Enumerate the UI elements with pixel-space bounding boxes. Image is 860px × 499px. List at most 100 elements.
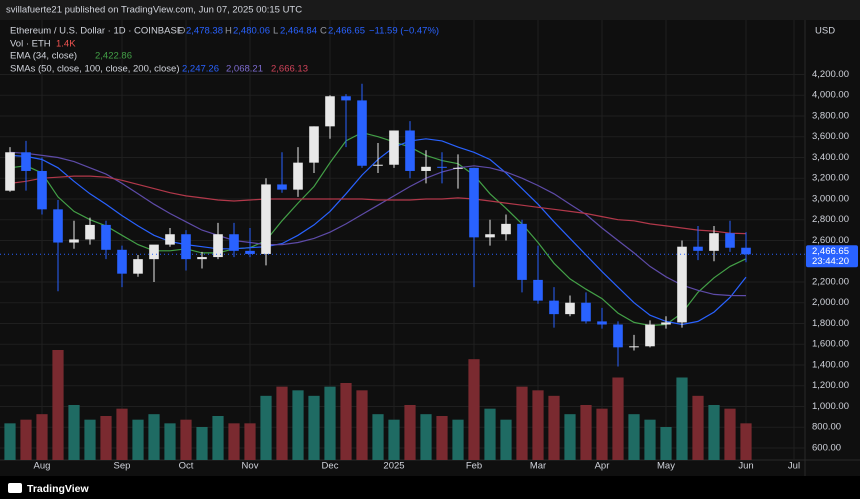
candle-body xyxy=(373,164,383,166)
ema-value: 2,422.86 xyxy=(95,51,132,62)
x-tick-label: Mar xyxy=(530,461,546,472)
last-price: 2,466.65 xyxy=(812,246,849,257)
candle-body xyxy=(389,130,399,165)
y-tick-label: 2,000.00 xyxy=(812,297,849,308)
candle-body xyxy=(549,300,559,315)
ohlc-key: O xyxy=(178,26,185,37)
candle-body xyxy=(469,167,479,238)
candle-body xyxy=(709,233,719,251)
ohlc-value: 2,478.38 xyxy=(186,26,223,37)
x-tick-label: Feb xyxy=(466,461,482,472)
symbol: Ethereum / U.S. Dollar · 1D · COINBASE xyxy=(10,26,183,37)
volume-bar xyxy=(52,350,64,460)
candle-body xyxy=(517,223,527,280)
volume-bar xyxy=(436,416,448,460)
candle-body xyxy=(453,167,463,169)
candle-body xyxy=(437,166,447,168)
x-tick-label: 2025 xyxy=(383,461,404,472)
x-tick-label: Sep xyxy=(114,461,131,472)
volume-bar xyxy=(356,390,368,460)
candle-body xyxy=(661,322,671,325)
y-tick-label: 4,200.00 xyxy=(812,69,849,80)
candle-body xyxy=(581,302,591,322)
price-change: −11.59 (−0.47%) xyxy=(369,26,439,37)
published-note: svillafuerte21 published on TradingView.… xyxy=(6,5,302,16)
candle-body xyxy=(677,246,687,323)
candle-body xyxy=(53,209,63,243)
brand: TradingView xyxy=(27,483,89,495)
candle-body xyxy=(629,346,639,348)
x-tick-label: Oct xyxy=(179,461,194,472)
x-tick-label: May xyxy=(657,461,675,472)
volume-bar xyxy=(660,427,672,460)
footer-bar xyxy=(0,476,860,499)
moving-average xyxy=(9,151,747,297)
currency: USD xyxy=(815,26,835,37)
moving-average xyxy=(9,131,747,327)
y-tick-label: 1,800.00 xyxy=(812,318,849,329)
volume-bar xyxy=(180,419,192,460)
candle-body xyxy=(5,152,15,191)
volume-bar xyxy=(692,395,704,460)
volume-bar xyxy=(420,414,432,460)
volume-bar xyxy=(724,408,736,460)
x-tick-label: Nov xyxy=(242,461,259,472)
axes: 600.00 800.00 1,000.00 1,200.00 1,400.00 1,60… xyxy=(0,69,849,472)
candle-body xyxy=(693,246,703,251)
candle-body xyxy=(133,259,143,274)
volume-bar xyxy=(68,405,80,460)
y-tick-label: 3,200.00 xyxy=(812,173,849,184)
candle-body xyxy=(37,170,47,210)
y-tick-label: 3,800.00 xyxy=(812,110,849,121)
countdown: 23:44:20 xyxy=(812,256,849,267)
volume-bar xyxy=(676,377,688,460)
volume-bar xyxy=(372,414,384,460)
volume-bar xyxy=(116,408,128,460)
grid xyxy=(0,20,805,460)
y-tick-label: 3,000.00 xyxy=(812,193,849,204)
volume-bar xyxy=(100,416,112,460)
candle-body xyxy=(85,224,95,240)
volume-bar xyxy=(196,427,208,460)
candle-body xyxy=(357,100,367,166)
volume-bar xyxy=(340,383,352,460)
x-tick-label: Dec xyxy=(322,461,339,472)
candle-body xyxy=(245,250,255,254)
x-tick-label: Aug xyxy=(34,461,51,472)
sma-value: 2,068.21 xyxy=(226,64,263,75)
volume-bar xyxy=(532,390,544,460)
y-tick-label: 2,600.00 xyxy=(812,235,849,246)
candle-body xyxy=(261,184,271,254)
candle-body xyxy=(197,257,207,260)
volume-bar xyxy=(484,408,496,460)
volume-bar xyxy=(164,423,176,460)
candle-body xyxy=(325,96,335,127)
volume-bar xyxy=(84,419,96,460)
candle-body xyxy=(277,184,287,190)
ohlc-key: L xyxy=(273,26,278,37)
volume-bar xyxy=(324,386,336,460)
candle-body xyxy=(69,239,79,243)
volume-bar xyxy=(612,377,624,460)
brand-logo xyxy=(8,483,22,493)
x-tick-label: Jul xyxy=(788,461,800,472)
volume-legend: Vol · ETH xyxy=(10,39,51,50)
candles xyxy=(5,83,751,367)
moving-average xyxy=(9,175,747,235)
volume-bar xyxy=(628,414,640,460)
sma-value: 2,666.13 xyxy=(271,64,308,75)
volume-bar xyxy=(580,405,592,460)
volume-bar xyxy=(132,419,144,460)
candle-body xyxy=(181,234,191,260)
candle-body xyxy=(565,302,575,315)
y-tick-label: 3,400.00 xyxy=(812,152,849,163)
y-tick-label: 4,000.00 xyxy=(812,90,849,101)
volume-bar xyxy=(516,386,528,460)
candle-body xyxy=(293,162,303,190)
candle-body xyxy=(229,234,239,251)
candle-body xyxy=(21,152,31,171)
ohlc-value: 2,464.84 xyxy=(280,26,317,37)
volume-bar xyxy=(468,359,480,460)
sma-value: 2,247.26 xyxy=(182,64,219,75)
